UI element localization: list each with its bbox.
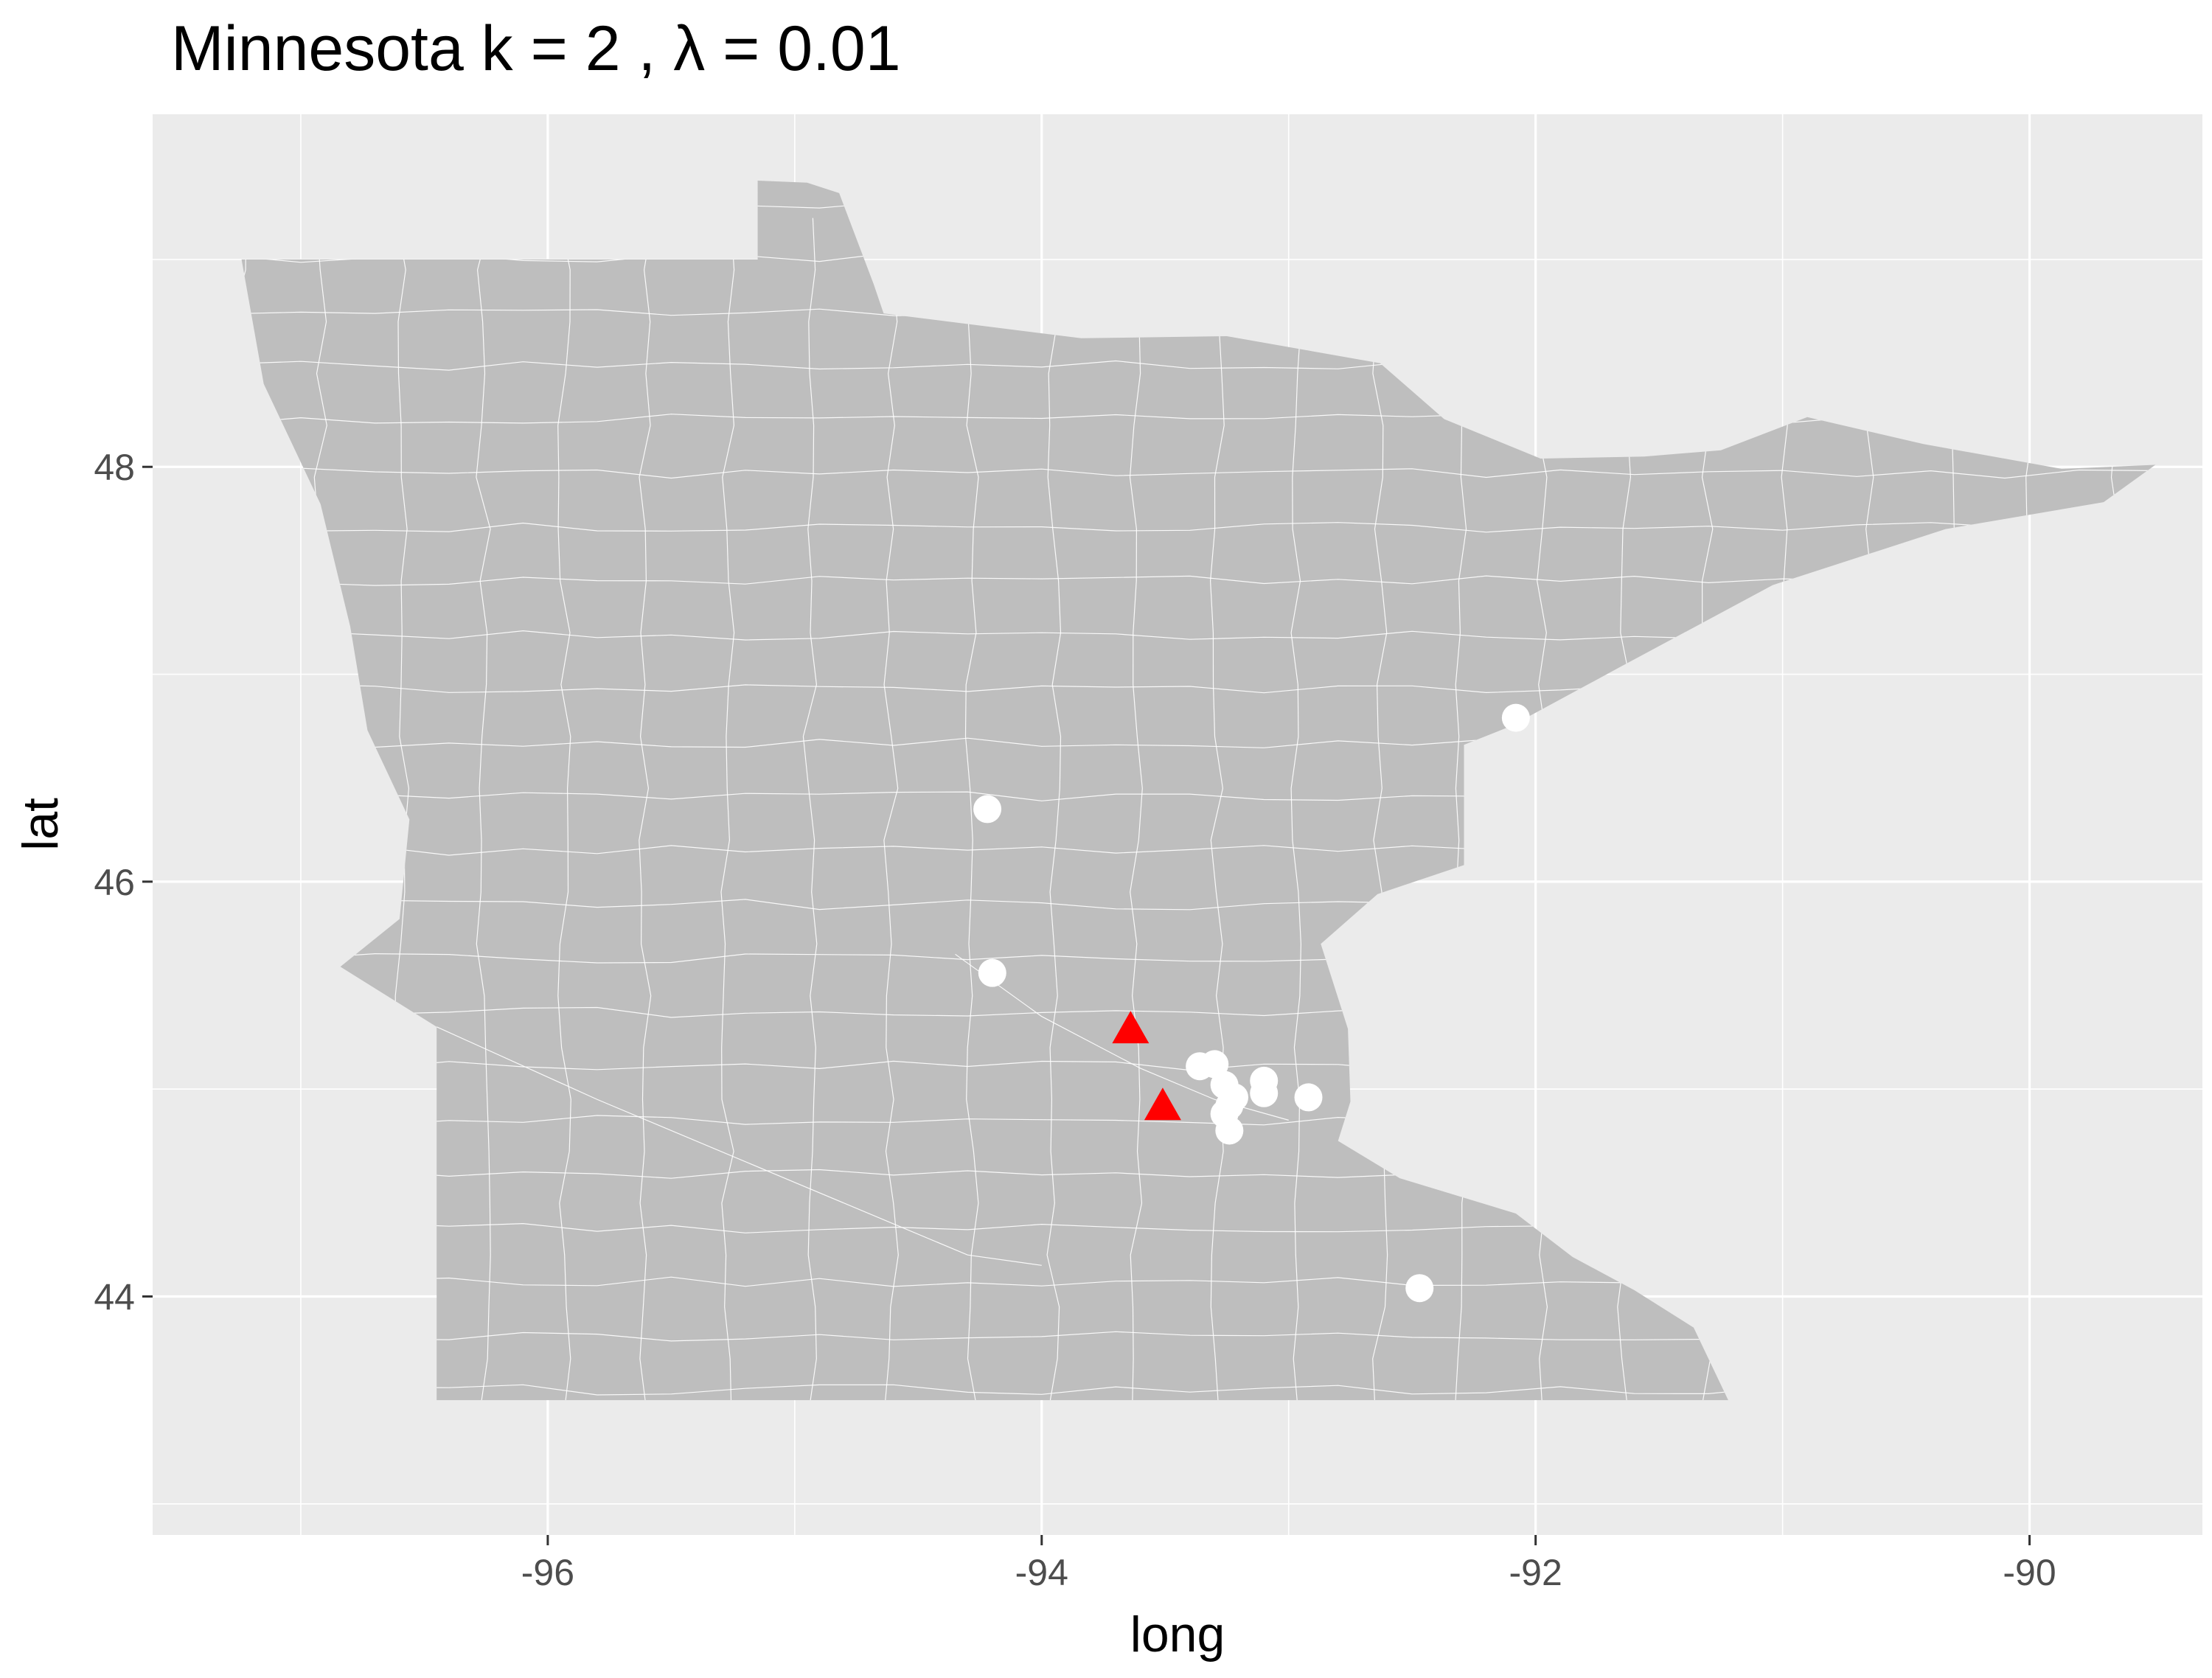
river-boundary — [436, 1026, 1042, 1266]
y-tick-label: 48 — [94, 447, 135, 488]
county-line — [241, 467, 2154, 479]
chart-title: Minnesota k = 2 , λ = 0.01 — [171, 13, 901, 84]
x-tick-label: -96 — [521, 1552, 574, 1593]
county-line — [1372, 217, 1388, 1401]
data-point — [978, 958, 1006, 987]
axes: -96 -94 -92 -90 44 46 48 — [94, 447, 2056, 1593]
data-point — [1215, 1116, 1244, 1145]
y-tick-label: 44 — [94, 1276, 135, 1317]
county-line — [1129, 217, 1143, 1401]
center-point — [1112, 1011, 1150, 1044]
y-axis-title: lat — [13, 798, 69, 851]
state-outline — [241, 181, 2156, 1401]
y-tick-label: 46 — [94, 862, 135, 903]
x-tick-label: -94 — [1015, 1552, 1068, 1593]
data-point — [1250, 1079, 1279, 1107]
data-point — [1405, 1274, 1434, 1303]
county-line — [639, 217, 654, 1401]
data-points — [973, 703, 1530, 1303]
plot-panel — [153, 114, 2202, 1535]
county-line — [476, 217, 492, 1401]
center-point — [1144, 1087, 1181, 1121]
data-point — [973, 795, 1002, 824]
data-point — [1200, 1050, 1229, 1079]
x-tick-label: -92 — [1509, 1552, 1562, 1593]
county-line — [1046, 217, 1062, 1401]
county-line — [241, 522, 2154, 533]
data-point — [1294, 1083, 1323, 1112]
county-line — [802, 217, 818, 1401]
county-line — [557, 217, 571, 1401]
x-axis-title: long — [1130, 1606, 1225, 1663]
x-tick-label: -90 — [2003, 1552, 2056, 1593]
data-point — [1501, 703, 1530, 732]
county-line — [1209, 217, 1225, 1401]
county-line — [964, 217, 979, 1401]
